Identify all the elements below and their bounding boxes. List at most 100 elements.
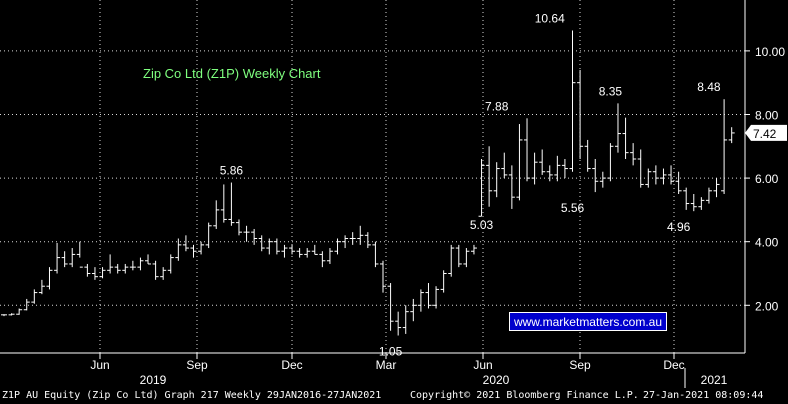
ohlc-bar	[114, 263, 121, 274]
footer-timestamp: 27-Jan-2021 08:09:44	[643, 390, 764, 401]
price-annotation: 5.56	[561, 201, 585, 215]
ohlc-bar	[129, 260, 136, 271]
ohlc-bar	[213, 200, 220, 229]
ohlc-bar	[84, 263, 91, 277]
ohlc-bar	[296, 248, 303, 258]
ohlc-bar	[380, 260, 386, 293]
ohlc-bar	[425, 283, 432, 309]
ohlc-bar	[220, 184, 227, 223]
ohlc-bar	[69, 248, 76, 268]
ohlc-bar	[160, 267, 167, 280]
x-tick-label: Mar	[376, 358, 397, 372]
ohlc-bar	[524, 118, 531, 182]
price-annotation: 8.48	[697, 80, 721, 94]
ohlc-bar	[289, 244, 296, 255]
ohlc-bar	[728, 127, 735, 144]
ohlc-bar	[554, 155, 561, 182]
watermark-label[interactable]: www.marketmatters.com.au	[509, 312, 667, 331]
ohlc-bar	[281, 244, 288, 258]
ohlc-bar	[76, 241, 83, 268]
ohlc-bar	[607, 143, 614, 182]
ohlc-bar	[698, 197, 705, 210]
x-year-label: 2020	[483, 373, 510, 387]
ohlc-bar	[660, 168, 667, 185]
ohlc-bar	[266, 238, 273, 255]
ohlc-bar	[546, 165, 553, 182]
ohlc-bar	[54, 242, 61, 274]
ohlc-bar	[99, 267, 106, 279]
ohlc-bar	[599, 171, 606, 188]
ohlc-bar	[46, 267, 53, 290]
ohlc-bar	[584, 139, 591, 172]
x-tick-label: Dec	[663, 358, 684, 372]
ohlc-bar	[23, 298, 30, 311]
ohlc-bar	[258, 235, 265, 252]
ohlc-bar	[614, 103, 621, 153]
ohlc-bar	[478, 159, 485, 217]
ohlc-bar	[349, 232, 356, 245]
axes: 2.00 4.00 6.00 8.00 10.00 Jun Sep Dec Mar Jun Sep D…	[0, 0, 787, 388]
ohlc-bar	[668, 165, 675, 185]
ohlc-bar	[16, 308, 23, 315]
ohlc-bar	[577, 69, 584, 160]
y-tick-label: 2.00	[755, 299, 779, 313]
last-price-marker	[745, 124, 787, 141]
ohlc-bar	[228, 182, 235, 226]
ohlc-bar	[440, 270, 447, 293]
ohlc-bar	[235, 219, 242, 236]
chart-title: Zip Co Ltd (Z1P) Weekly Chart	[143, 66, 321, 81]
ohlc-bar	[311, 244, 318, 255]
ohlc-bar	[137, 257, 144, 271]
ohlc-bar	[243, 225, 250, 242]
last-price-label: 7.42	[753, 127, 777, 141]
ohlc-bar	[182, 235, 189, 252]
ohlc-bar	[205, 222, 212, 249]
ohlc-bar	[637, 149, 644, 188]
ohlc-bar	[107, 254, 114, 274]
ohlc-bar	[198, 241, 205, 255]
ohlc-bar	[364, 232, 371, 249]
annotations: 5.86 1.05 7.88 5.03 10.64 5.56 8.35 4.96 8.48	[220, 12, 721, 359]
ohlc-bar	[342, 235, 349, 249]
x-year-label: 2021	[701, 373, 728, 387]
grid-lines	[0, 0, 745, 353]
ohlc-bar	[486, 146, 493, 207]
ohlc-bar	[690, 193, 697, 212]
ohlc-bar	[713, 178, 720, 198]
ohlc-bar	[470, 244, 477, 255]
ohlc-bar	[531, 152, 538, 185]
chart-canvas: 2.00 4.00 6.00 8.00 10.00 Jun Sep Dec Mar Jun Sep D…	[0, 0, 788, 388]
ohlc-bar	[630, 143, 637, 166]
ohlc-bar	[357, 225, 364, 245]
ohlc-bar	[145, 254, 152, 265]
ohlc-bar	[326, 248, 333, 264]
price-annotation: 5.03	[470, 218, 494, 232]
ohlc-bar	[175, 238, 182, 261]
ohlc-bar	[61, 251, 68, 268]
price-bars	[1, 30, 735, 336]
ohlc-bar	[516, 124, 523, 201]
ohlc-bar	[402, 305, 409, 334]
ohlc-bar	[304, 248, 311, 258]
ohlc-bar	[463, 248, 470, 268]
ohlc-bar	[410, 298, 417, 322]
ohlc-bar	[622, 117, 629, 160]
ohlc-bar	[334, 238, 341, 255]
x-year-label: 2019	[140, 373, 167, 387]
x-tick-label: Jun	[473, 358, 492, 372]
ohlc-bar	[38, 279, 45, 295]
ohlc-bar	[1, 314, 7, 317]
ohlc-bar	[592, 159, 599, 193]
x-tick-label: Jun	[90, 358, 109, 372]
ohlc-bar	[387, 283, 394, 331]
x-tick-label: Sep	[569, 358, 591, 372]
ohlc-bar	[251, 228, 258, 245]
chart-background	[0, 0, 788, 388]
ohlc-bar	[455, 244, 462, 268]
price-annotation: 4.96	[667, 220, 691, 234]
ohlc-bar	[675, 171, 682, 194]
y-tick-label: 4.00	[755, 236, 779, 250]
ohlc-bar	[417, 289, 424, 312]
ohlc-bar	[395, 311, 402, 336]
